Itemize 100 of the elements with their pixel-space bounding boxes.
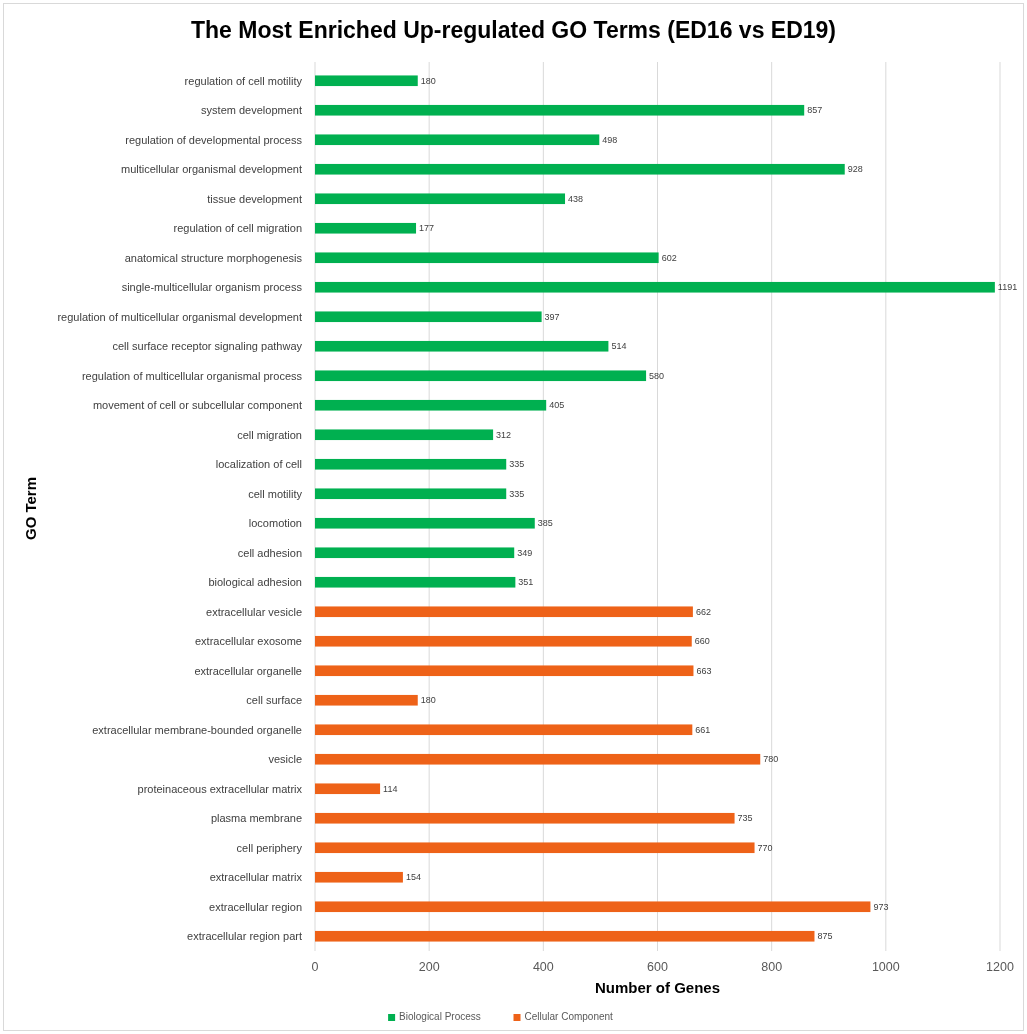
data-label: 928	[847, 164, 863, 175]
bar	[315, 812, 735, 824]
data-label: 154	[405, 872, 421, 883]
bar	[315, 694, 418, 706]
y-tick-label: anatomical structure morphogenesis	[124, 251, 303, 264]
x-tick-label: 400	[532, 960, 554, 974]
x-tick-label: 1000	[871, 960, 900, 974]
data-label: 857	[807, 105, 823, 116]
data-label: 663	[696, 665, 712, 676]
bar	[315, 783, 381, 795]
y-tick-label: multicellular organismal development	[121, 163, 302, 176]
y-tick-label: plasma membrane	[210, 812, 302, 825]
y-tick-label: localization of cell	[215, 458, 302, 471]
x-tick-label: 600	[647, 960, 668, 974]
x-tick-label: 1200	[986, 960, 1014, 974]
data-label: 349	[517, 547, 533, 558]
y-tick-label: regulation of cell migration	[173, 222, 302, 235]
bar	[315, 488, 507, 500]
bar	[315, 222, 417, 234]
y-tick-label: cell periphery	[236, 841, 303, 854]
data-label: 660	[694, 636, 710, 647]
y-tick-label: extracellular membrane-bounded organelle	[92, 723, 302, 736]
bar	[315, 429, 494, 441]
bar	[315, 134, 600, 146]
data-label: 602	[661, 252, 677, 263]
bar	[315, 311, 542, 323]
bar	[315, 399, 547, 411]
bar	[315, 281, 995, 293]
data-label: 335	[509, 488, 525, 499]
data-label: 351	[518, 577, 534, 588]
y-tick-label: biological adhesion	[208, 576, 302, 589]
y-tick-label: extracellular matrix	[209, 871, 303, 884]
y-tick-label: single-multicellular organism process	[121, 281, 303, 294]
data-label: 177	[419, 223, 435, 234]
data-label: 312	[496, 429, 512, 440]
y-tick-label: tissue development	[207, 192, 302, 205]
data-label: 662	[695, 606, 711, 617]
bar	[315, 665, 694, 677]
bar	[315, 547, 515, 559]
bar	[315, 930, 815, 942]
bar	[315, 901, 871, 913]
y-tick-label: cell migration	[237, 428, 302, 441]
x-tick-label: 200	[418, 960, 440, 974]
data-label: 770	[757, 842, 773, 853]
legend-label: Biological Process	[399, 1011, 481, 1022]
bar	[315, 340, 609, 352]
y-tick-label: vesicle	[268, 753, 302, 766]
bar	[315, 724, 693, 736]
y-axis-title: GO Term	[22, 476, 39, 541]
data-label: 180	[420, 695, 436, 706]
bar	[315, 163, 845, 175]
bar	[315, 842, 755, 854]
bar	[315, 458, 507, 470]
data-label: 385	[537, 518, 553, 529]
y-tick-label: cell motility	[248, 487, 303, 500]
bar	[315, 871, 403, 883]
x-tick-label: 800	[761, 960, 783, 974]
bar	[315, 635, 692, 647]
data-label: 180	[420, 75, 436, 86]
y-tick-label: regulation of cell motility	[184, 74, 303, 87]
bar	[315, 370, 647, 382]
y-tick-label: extracellular organelle	[194, 664, 302, 677]
data-label: 335	[509, 459, 525, 470]
y-tick-label: extracellular vesicle	[206, 605, 302, 618]
bar	[315, 75, 418, 87]
data-label: 397	[544, 311, 560, 322]
y-tick-label: locomotion	[248, 517, 302, 530]
data-label: 580	[649, 370, 665, 381]
bar	[315, 606, 693, 618]
bar	[315, 252, 659, 264]
data-label: 438	[568, 193, 584, 204]
y-tick-label: extracellular exosome	[195, 635, 302, 648]
y-tick-label: regulation of multicellular organismal development	[57, 310, 302, 323]
data-label: 875	[817, 931, 833, 942]
y-tick-label: cell surface receptor signaling pathway	[112, 340, 303, 353]
data-label: 514	[611, 341, 627, 352]
data-label: 498	[602, 134, 618, 145]
bar	[315, 104, 805, 116]
chart-title: The Most Enriched Up-regulated GO Terms (ED16 vs ED19)	[191, 17, 836, 43]
data-label: 735	[737, 813, 753, 824]
y-tick-label: movement of cell or subcellular component	[92, 399, 302, 412]
y-tick-label: cell surface	[246, 694, 302, 707]
x-tick-label: 0	[311, 960, 319, 974]
data-label: 973	[873, 901, 889, 912]
x-axis-title: Number of Genes	[594, 979, 721, 996]
y-tick-label: regulation of multicellular organismal process	[81, 369, 303, 382]
legend-label: Cellular Component	[524, 1011, 614, 1022]
bar	[315, 753, 761, 765]
data-label: 405	[549, 400, 565, 411]
bar	[315, 517, 535, 529]
bar	[315, 193, 566, 205]
data-label: 661	[695, 724, 711, 735]
data-label: 114	[383, 783, 398, 794]
y-tick-label: cell adhesion	[237, 546, 302, 559]
bar	[315, 576, 516, 588]
y-tick-label: extracellular region part	[187, 930, 302, 943]
data-label: 780	[763, 754, 779, 765]
y-tick-label: extracellular region	[209, 900, 302, 913]
y-tick-label: system development	[201, 104, 302, 117]
y-tick-label: proteinaceous extracellular matrix	[137, 782, 303, 795]
